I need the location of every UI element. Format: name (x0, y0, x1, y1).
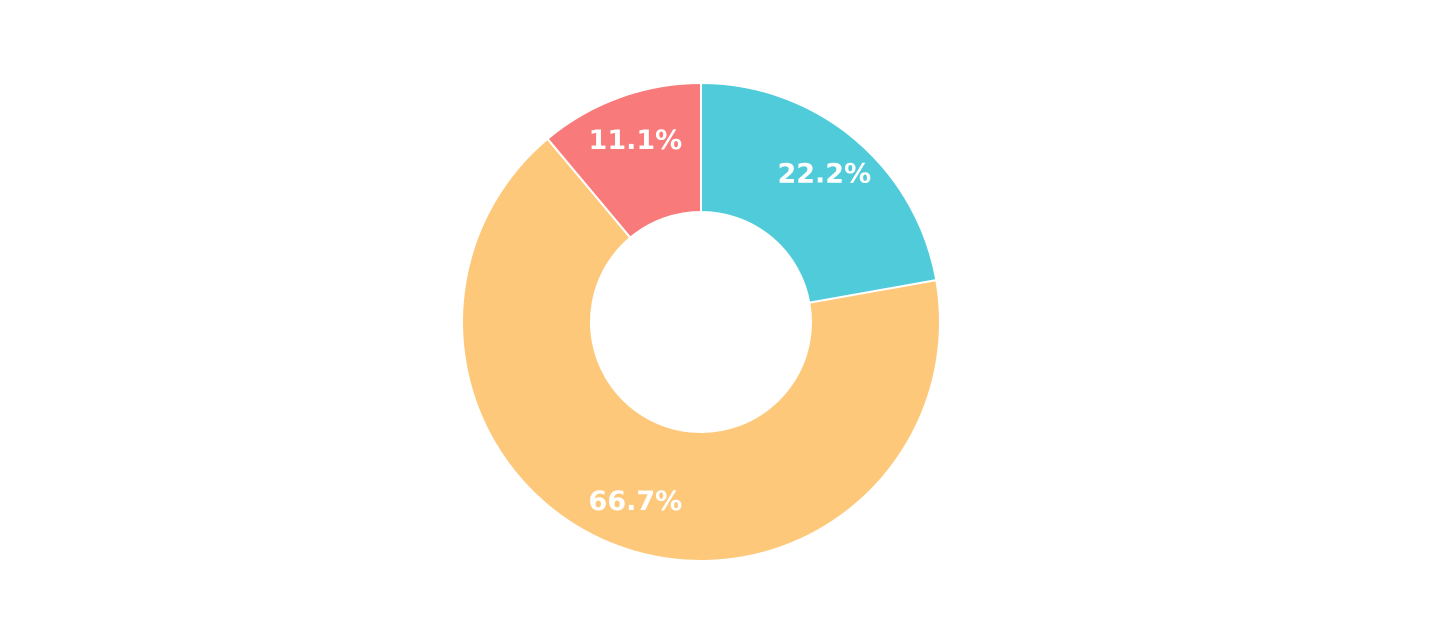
slice-label: 22.2% (777, 158, 871, 189)
donut-slice (546, 81, 702, 240)
donut-slice (461, 137, 941, 562)
donut-slice (700, 81, 938, 304)
slice-label: 11.1% (589, 125, 683, 156)
slice-label: 66.7% (589, 486, 683, 517)
